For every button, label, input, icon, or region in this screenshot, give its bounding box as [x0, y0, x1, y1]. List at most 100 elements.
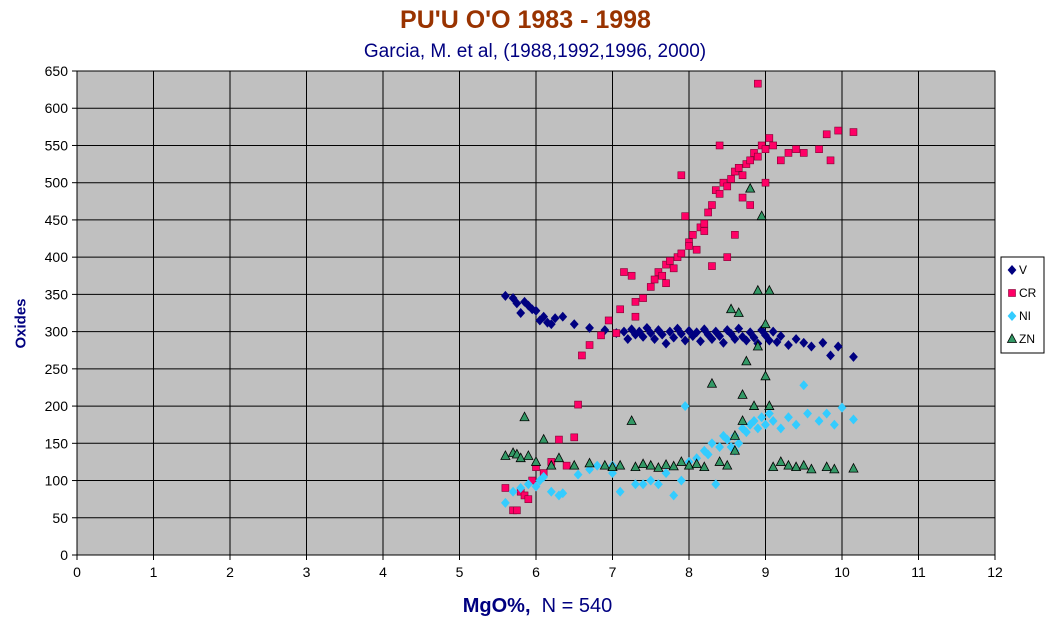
data-point-cr: [597, 331, 605, 340]
data-point-v: [539, 311, 549, 322]
data-point-zn: [798, 459, 809, 470]
data-point-ni: [722, 434, 732, 445]
legend-marker-v: [1007, 265, 1017, 275]
data-point-zn: [626, 415, 637, 425]
data-point-ni: [592, 460, 602, 471]
data-point-zn: [729, 430, 741, 440]
data-point-ni: [631, 479, 640, 490]
data-point-cr: [834, 126, 842, 135]
data-point-cr: [731, 231, 739, 239]
data-point-ni: [814, 416, 824, 426]
data-point-v: [627, 324, 637, 335]
x-axis-label-main: MgO%,: [462, 595, 531, 617]
data-point-cr: [627, 271, 636, 280]
data-point-cr: [662, 279, 670, 288]
data-point-zn: [607, 461, 618, 472]
y-tick-label: 500: [45, 175, 69, 191]
data-point-ni: [653, 479, 663, 490]
data-point-cr: [685, 242, 693, 250]
data-point-v: [657, 329, 667, 340]
data-point-cr: [715, 190, 724, 198]
data-point-v: [638, 331, 648, 342]
x-tick-label: 2: [226, 564, 234, 580]
data-point-v: [699, 324, 709, 335]
series-zn: [500, 182, 859, 474]
data-point-v: [761, 330, 770, 341]
data-point-ni: [546, 486, 556, 497]
data-point-ni: [523, 479, 533, 490]
data-point-cr: [754, 152, 762, 161]
data-point-v: [719, 337, 728, 348]
x-axis-label: MgO%, N = 540: [0, 595, 1051, 618]
data-point-ni: [761, 419, 770, 430]
data-point-ni: [799, 380, 809, 391]
data-point-cr: [669, 264, 678, 273]
data-point-ni: [734, 438, 744, 449]
data-point-ni: [615, 486, 625, 497]
legend-marker-zn: [1006, 333, 1018, 343]
x-tick-label: 9: [762, 564, 770, 580]
data-point-v: [684, 325, 694, 336]
data-point-cr: [612, 329, 621, 337]
x-tick-label: 4: [379, 564, 387, 580]
y-tick-label: 100: [45, 473, 69, 489]
y-tick-label: 650: [45, 63, 69, 79]
data-point-cr: [738, 171, 747, 180]
x-tick-label: 11: [911, 564, 926, 580]
data-point-v: [791, 334, 801, 345]
legend-label-ni: NI: [1019, 309, 1031, 323]
data-point-v: [776, 331, 786, 342]
data-point-v: [849, 351, 858, 362]
x-tick-label: 5: [456, 564, 464, 580]
data-point-ni: [784, 412, 793, 423]
data-point-zn: [760, 370, 771, 381]
data-point-cr: [620, 268, 628, 276]
chart-title: PU'U O'O 1983 - 1998: [400, 6, 651, 34]
data-point-cr: [784, 149, 793, 157]
data-point-cr: [578, 351, 586, 360]
data-point-zn: [668, 460, 679, 471]
data-point-v: [619, 326, 629, 337]
data-point-v: [799, 337, 809, 348]
data-point-zn: [538, 433, 549, 444]
data-point-zn: [756, 210, 767, 221]
data-point-v: [680, 335, 690, 346]
data-point-v: [715, 331, 725, 342]
data-point-cr: [666, 257, 674, 265]
data-point-ni: [500, 497, 510, 508]
data-point-cr: [604, 316, 613, 325]
data-point-zn: [553, 452, 565, 463]
y-tick-label: 250: [45, 361, 69, 377]
data-point-cr: [765, 134, 774, 142]
data-point-zn: [737, 415, 748, 425]
data-point-zn: [645, 459, 656, 470]
data-point-v: [650, 334, 659, 345]
data-point-zn: [546, 459, 557, 470]
data-point-zn: [691, 458, 702, 469]
data-point-ni: [558, 488, 568, 499]
x-tick-label: 12: [987, 564, 1003, 580]
legend-box: [1000, 256, 1045, 354]
data-point-zn: [775, 456, 786, 466]
data-point-cr: [849, 128, 858, 136]
data-point-zn: [729, 444, 741, 455]
data-point-cr: [513, 506, 521, 515]
data-point-v: [833, 341, 843, 352]
data-point-v: [768, 326, 778, 337]
data-point-v: [516, 308, 526, 318]
data-point-zn: [519, 411, 530, 422]
data-point-v: [508, 293, 518, 304]
data-point-zn: [714, 456, 725, 466]
data-point-ni: [669, 490, 679, 501]
data-point-zn: [748, 400, 760, 410]
data-point-v: [826, 350, 835, 361]
data-point-cr: [524, 495, 533, 503]
data-point-ni: [741, 427, 751, 438]
data-point-cr: [769, 141, 777, 150]
x-tick-label: 0: [73, 564, 81, 580]
data-point-cr: [708, 201, 716, 209]
data-point-ni: [803, 408, 812, 419]
data-point-cr: [715, 141, 724, 150]
data-point-cr: [700, 227, 709, 235]
x-tick-label: 6: [532, 564, 540, 580]
